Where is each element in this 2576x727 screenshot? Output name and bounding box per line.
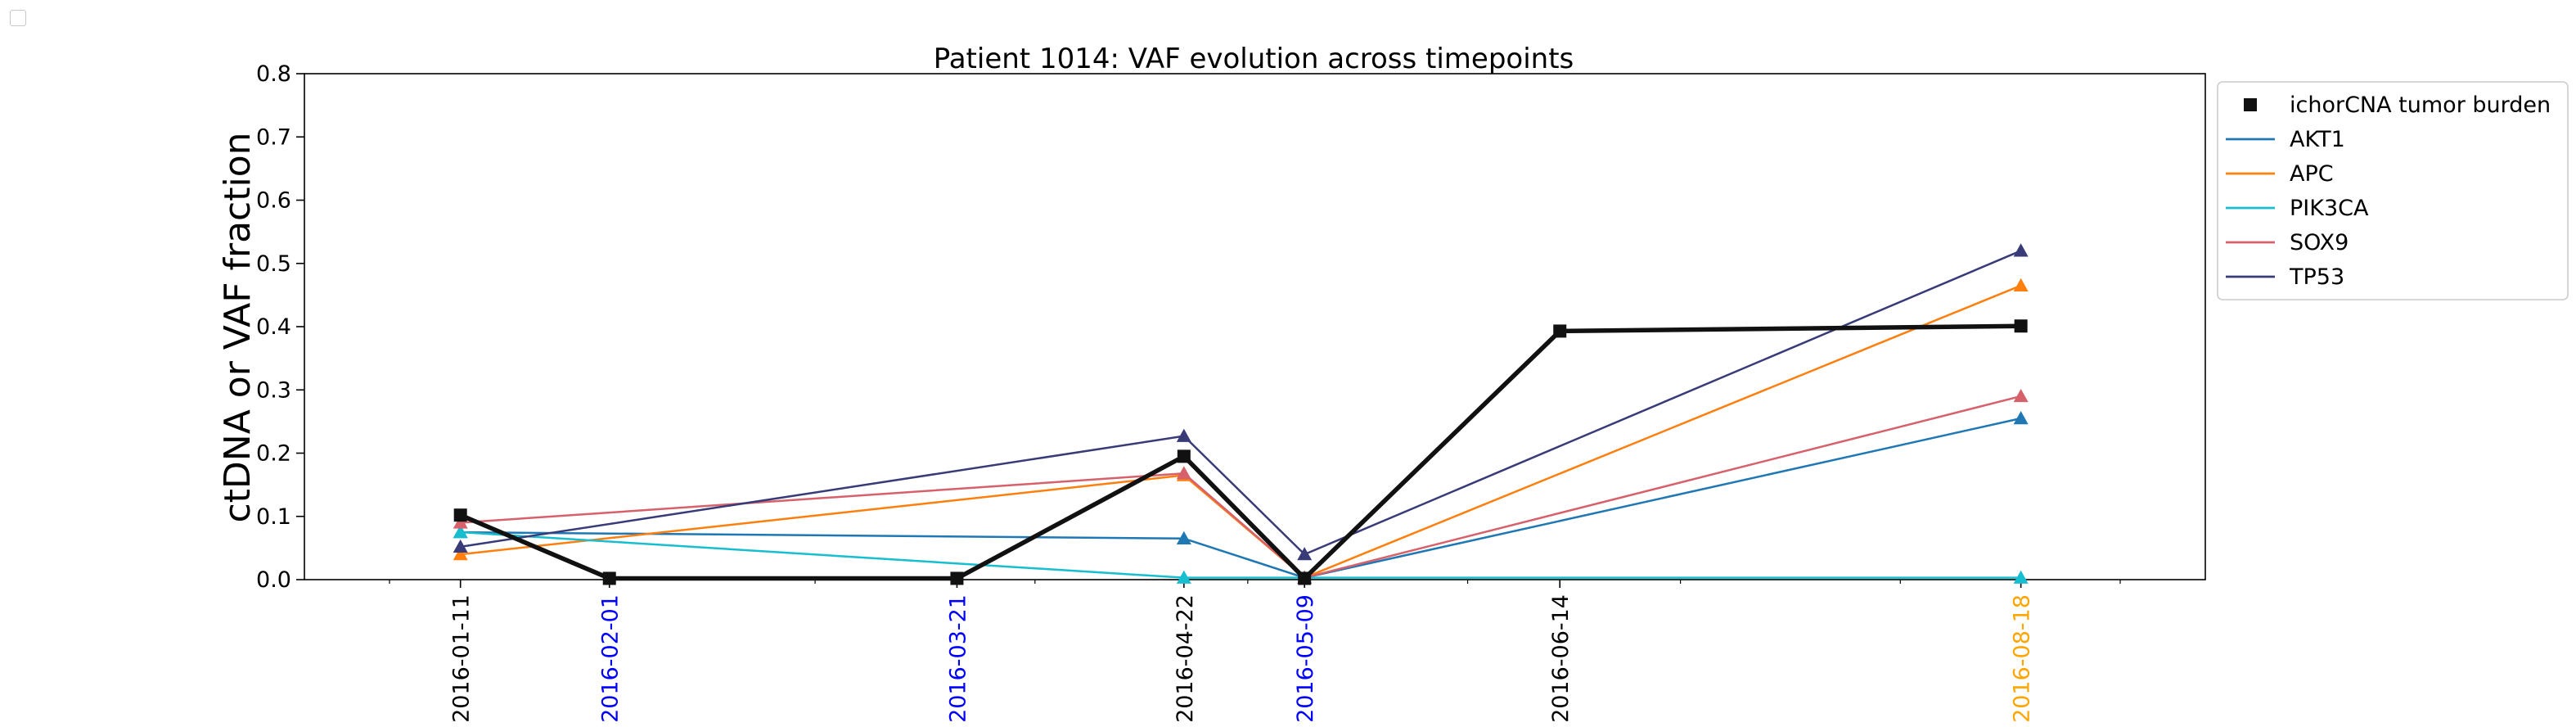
x-tick-label: 2016-02-01: [598, 594, 624, 723]
data-point: [1298, 571, 1312, 585]
data-point: [453, 525, 468, 539]
y-axis-label: ctDNA or VAF fraction: [217, 132, 259, 522]
x-tick-label: 2016-01-11: [449, 594, 475, 723]
legend-label: APC: [2290, 161, 2334, 187]
chart-title: Patient 1014: VAF evolution across timep…: [934, 43, 1574, 75]
data-point: [1177, 449, 1191, 463]
x-tick-label: 2016-06-14: [1548, 594, 1574, 723]
legend-box: [2217, 81, 2569, 300]
y-tick-label: 0.3: [256, 377, 291, 403]
y-tick-label: 0.1: [256, 504, 291, 530]
legend-label: ichorCNA tumor burden: [2290, 93, 2551, 118]
data-point: [2013, 411, 2029, 425]
x-tick-label: 2016-05-09: [1293, 594, 1318, 723]
data-point: [2013, 388, 2029, 403]
y-tick-label: 0.5: [256, 251, 291, 277]
data-point: [453, 515, 468, 529]
data-point: [2013, 570, 2029, 584]
series-line: [459, 323, 2021, 581]
data-point: [453, 539, 468, 553]
x-tick-label: 2016-08-18: [2010, 594, 2035, 723]
data-point: [1176, 570, 1191, 584]
data-point: [950, 571, 964, 585]
data-point: [1553, 324, 1567, 338]
plot-area: 0.0 0.1 0.2 0.3 0.4 0.5 0.6 0.7 0.8 2016-01-11 201…: [256, 61, 2206, 723]
data-point: [2014, 319, 2028, 333]
y-tick-label: 0.2: [256, 441, 291, 467]
legend-label: AKT1: [2290, 127, 2345, 152]
x-tick-label: 2016-03-21: [945, 594, 971, 723]
corner-checkbox[interactable]: [10, 10, 26, 26]
y-tick-label: 0.6: [256, 188, 291, 214]
x-tick-label: 2016-04-22: [1173, 594, 1198, 723]
data-point: [1176, 531, 1191, 544]
series-line: [460, 250, 2022, 556]
legend-label: PIK3CA: [2290, 196, 2369, 221]
series-line: [460, 531, 2021, 579]
y-tick-label: 0.0: [256, 567, 291, 593]
series-line: [460, 417, 2021, 579]
data-point: [602, 571, 616, 585]
series-line: [460, 395, 2021, 579]
legend-label: SOX9: [2290, 230, 2349, 255]
y-tick-label: 0.7: [256, 124, 291, 150]
y-tick-label: 0.4: [256, 314, 291, 340]
data-point: [453, 508, 467, 522]
data-point: [1176, 466, 1191, 480]
data-point: [1176, 428, 1191, 442]
data-point: [1297, 547, 1313, 561]
data-point: [2013, 278, 2029, 291]
y-tick-label: 0.8: [256, 61, 291, 87]
legend: ichorCNA tumor burden AKT1 APC PIK3CA SOX9 TP…: [2217, 81, 2569, 300]
legend-label: TP53: [2289, 264, 2344, 290]
data-point: [2013, 243, 2029, 257]
legend-marker: [2244, 98, 2257, 111]
data-point: [453, 547, 468, 561]
